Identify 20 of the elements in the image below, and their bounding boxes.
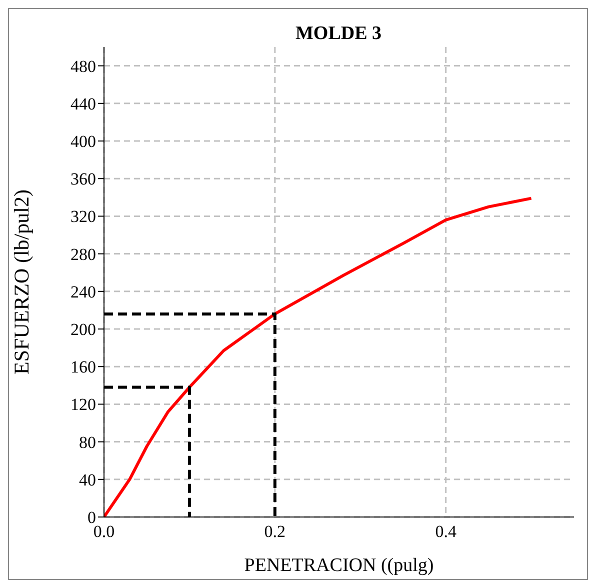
y-tick-label: 200 [70,320,96,340]
x-tick-label: 0.4 [435,522,457,542]
y-axis-title: ESFUERZO (lb/pul2) [9,190,34,374]
y-tick-label: 40 [79,470,96,490]
y-tick-label: 80 [79,432,96,452]
line-series [104,196,533,517]
x-tick-label: 0.0 [93,522,115,542]
x-tick-label: 0.2 [264,522,286,542]
chart-title: MOLDE 3 [294,23,383,45]
y-tick-label: 120 [70,395,96,414]
y-tick-label: 480 [70,56,96,76]
y-tick-label: 160 [70,358,96,377]
y-tick-label: 280 [70,244,96,264]
y-tick-label: 360 [70,170,96,189]
y-tick-label: 400 [70,132,96,152]
y-tick-label: 0 [88,508,96,528]
x-axis-title: PENETRACION ((pulg) [244,555,434,576]
y-tick-label: 320 [70,207,96,226]
y-tick-label: 440 [70,94,96,114]
y-tick-label: 240 [70,282,96,302]
